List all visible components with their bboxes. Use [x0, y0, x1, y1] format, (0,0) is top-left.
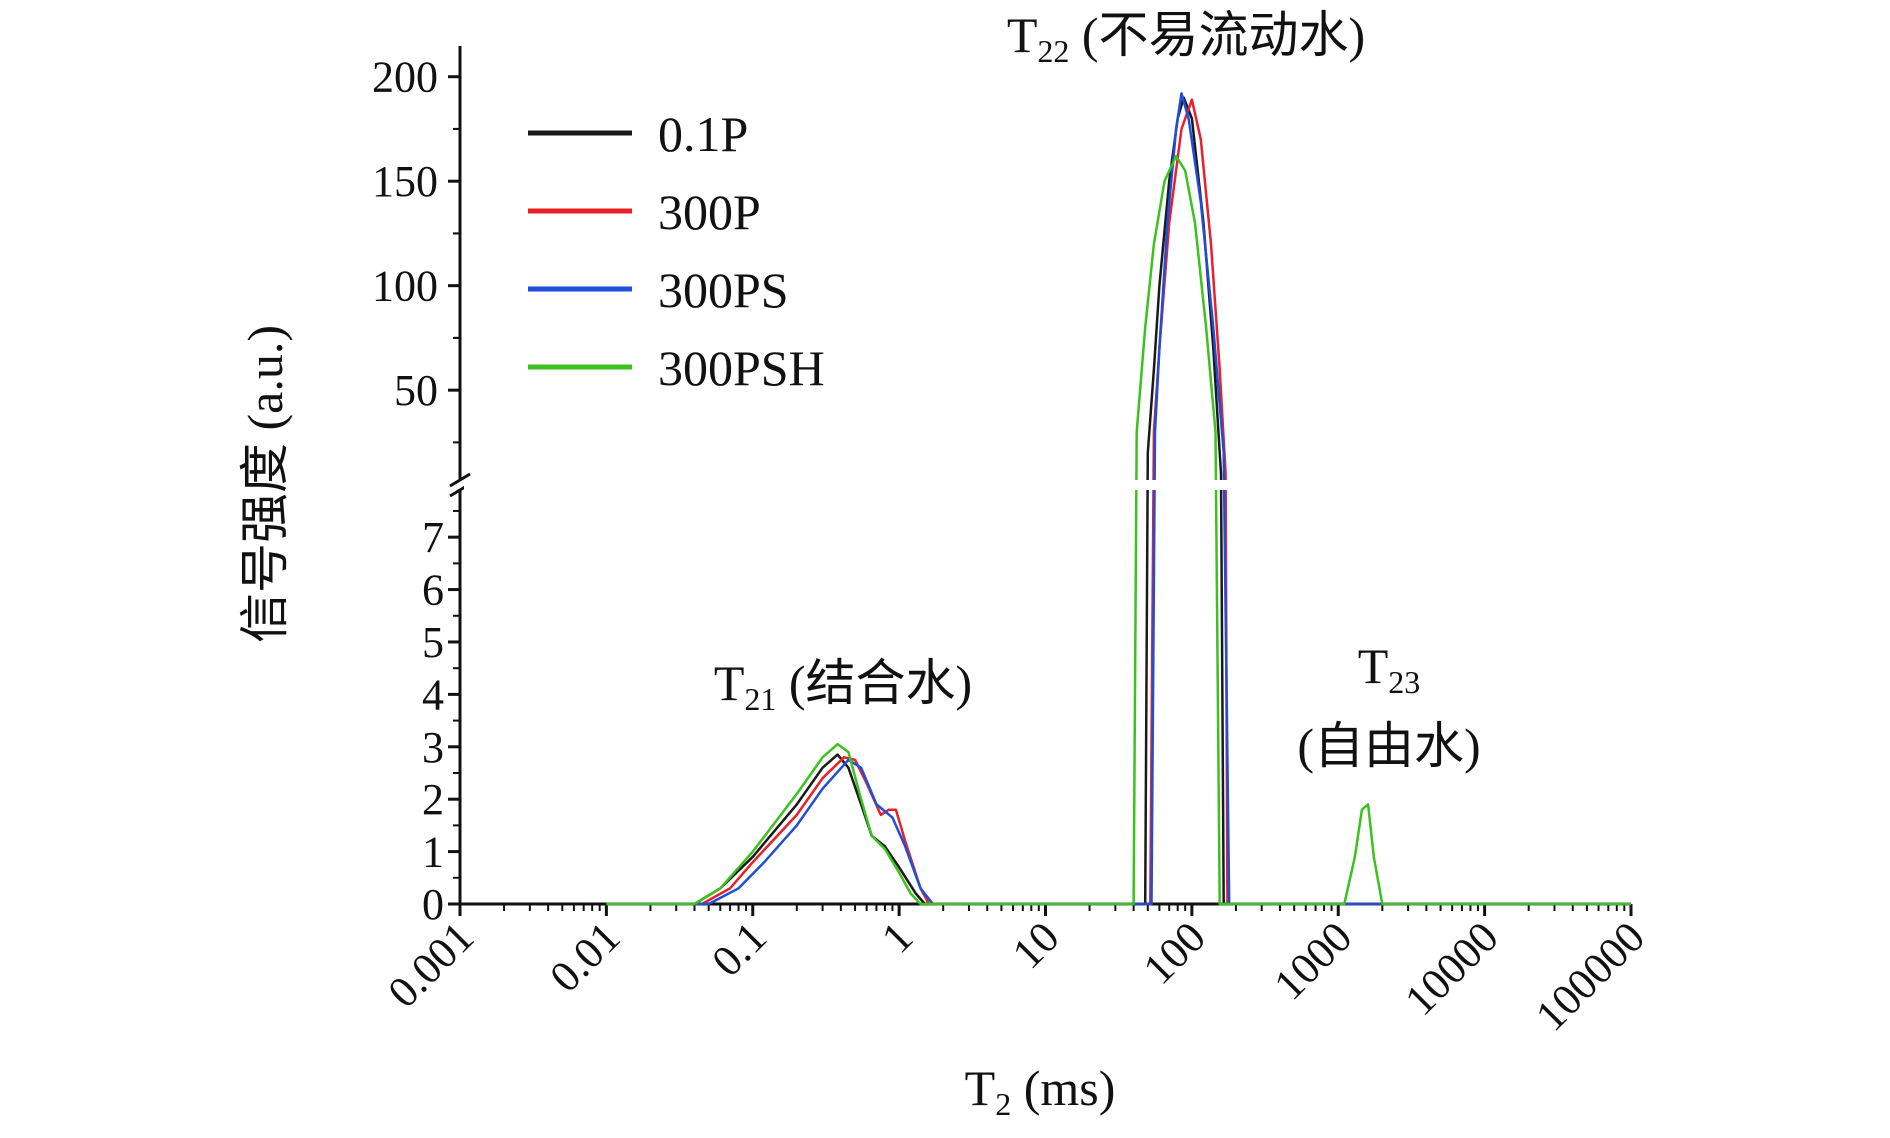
x-tick-label: 1 [872, 912, 922, 962]
axis-break-gap [464, 480, 1635, 490]
annotations: T21 (结合水)T22 (不易流动水)T23(自由水) [714, 7, 1481, 774]
annotation-main: T [1358, 638, 1389, 694]
annotation-sub: 23 [1388, 664, 1420, 700]
annotation-text: (结合水) [776, 655, 972, 711]
y-tick-label: 150 [372, 157, 438, 206]
x-tick-label: 0.1 [702, 912, 776, 986]
legend-label: 300P [658, 184, 761, 240]
legend-label: 300PS [658, 262, 789, 318]
annotation-text: (不易流动水) [1069, 7, 1365, 63]
series-group [464, 92, 1635, 906]
legend-label: 0.1P [658, 106, 748, 162]
x-tick-label: 1000 [1264, 912, 1361, 1009]
y-tick-label: 7 [422, 513, 444, 562]
series-line-300PSH [606, 154, 1631, 906]
y-tick-label: 1 [422, 828, 444, 877]
y-tick-label: 100 [372, 262, 438, 311]
x-tick-label: 0.01 [540, 912, 629, 1001]
annotation-main: T [1007, 7, 1038, 63]
legend: 0.1P 300P 300PS 300PSH [528, 106, 825, 396]
y-tick-label: 2 [422, 775, 444, 824]
annotation-sub: 22 [1037, 33, 1069, 69]
annotation-label: T23 [1358, 638, 1421, 700]
annotation-label: T21 (结合水) [714, 655, 972, 717]
x-tick-label: 10000 [1395, 912, 1507, 1024]
annotation-main: T [714, 655, 745, 711]
y-tick-label: 5 [422, 618, 444, 667]
annotation-sub: 21 [744, 681, 776, 717]
x-tick-label: 100000 [1526, 912, 1654, 1040]
y-tick-label: 0 [422, 880, 444, 929]
y-tick-label: 50 [394, 366, 438, 415]
axes: 0.001 0.01 0.1 1 10 100 1000 10000 1000000123456… [372, 46, 1654, 1040]
x-tick-label: 10 [1003, 912, 1069, 978]
axis-break-mark [449, 472, 471, 488]
annotation-text: (自由水) [1297, 718, 1480, 774]
x-axis-label: T2 (ms) [965, 1060, 1116, 1122]
y-tick-label: 200 [372, 53, 438, 102]
y-tick-label: 4 [422, 670, 444, 719]
y-tick-label: 3 [422, 723, 444, 772]
y-axis-label: 信号强度 (a.u.) [237, 325, 293, 643]
legend-label: 300PSH [658, 340, 825, 396]
y-tick-label: 6 [422, 566, 444, 615]
annotation-label: T22 (不易流动水) [1007, 7, 1365, 69]
x-tick-label: 100 [1134, 912, 1215, 993]
series-line-300P [606, 98, 1631, 906]
